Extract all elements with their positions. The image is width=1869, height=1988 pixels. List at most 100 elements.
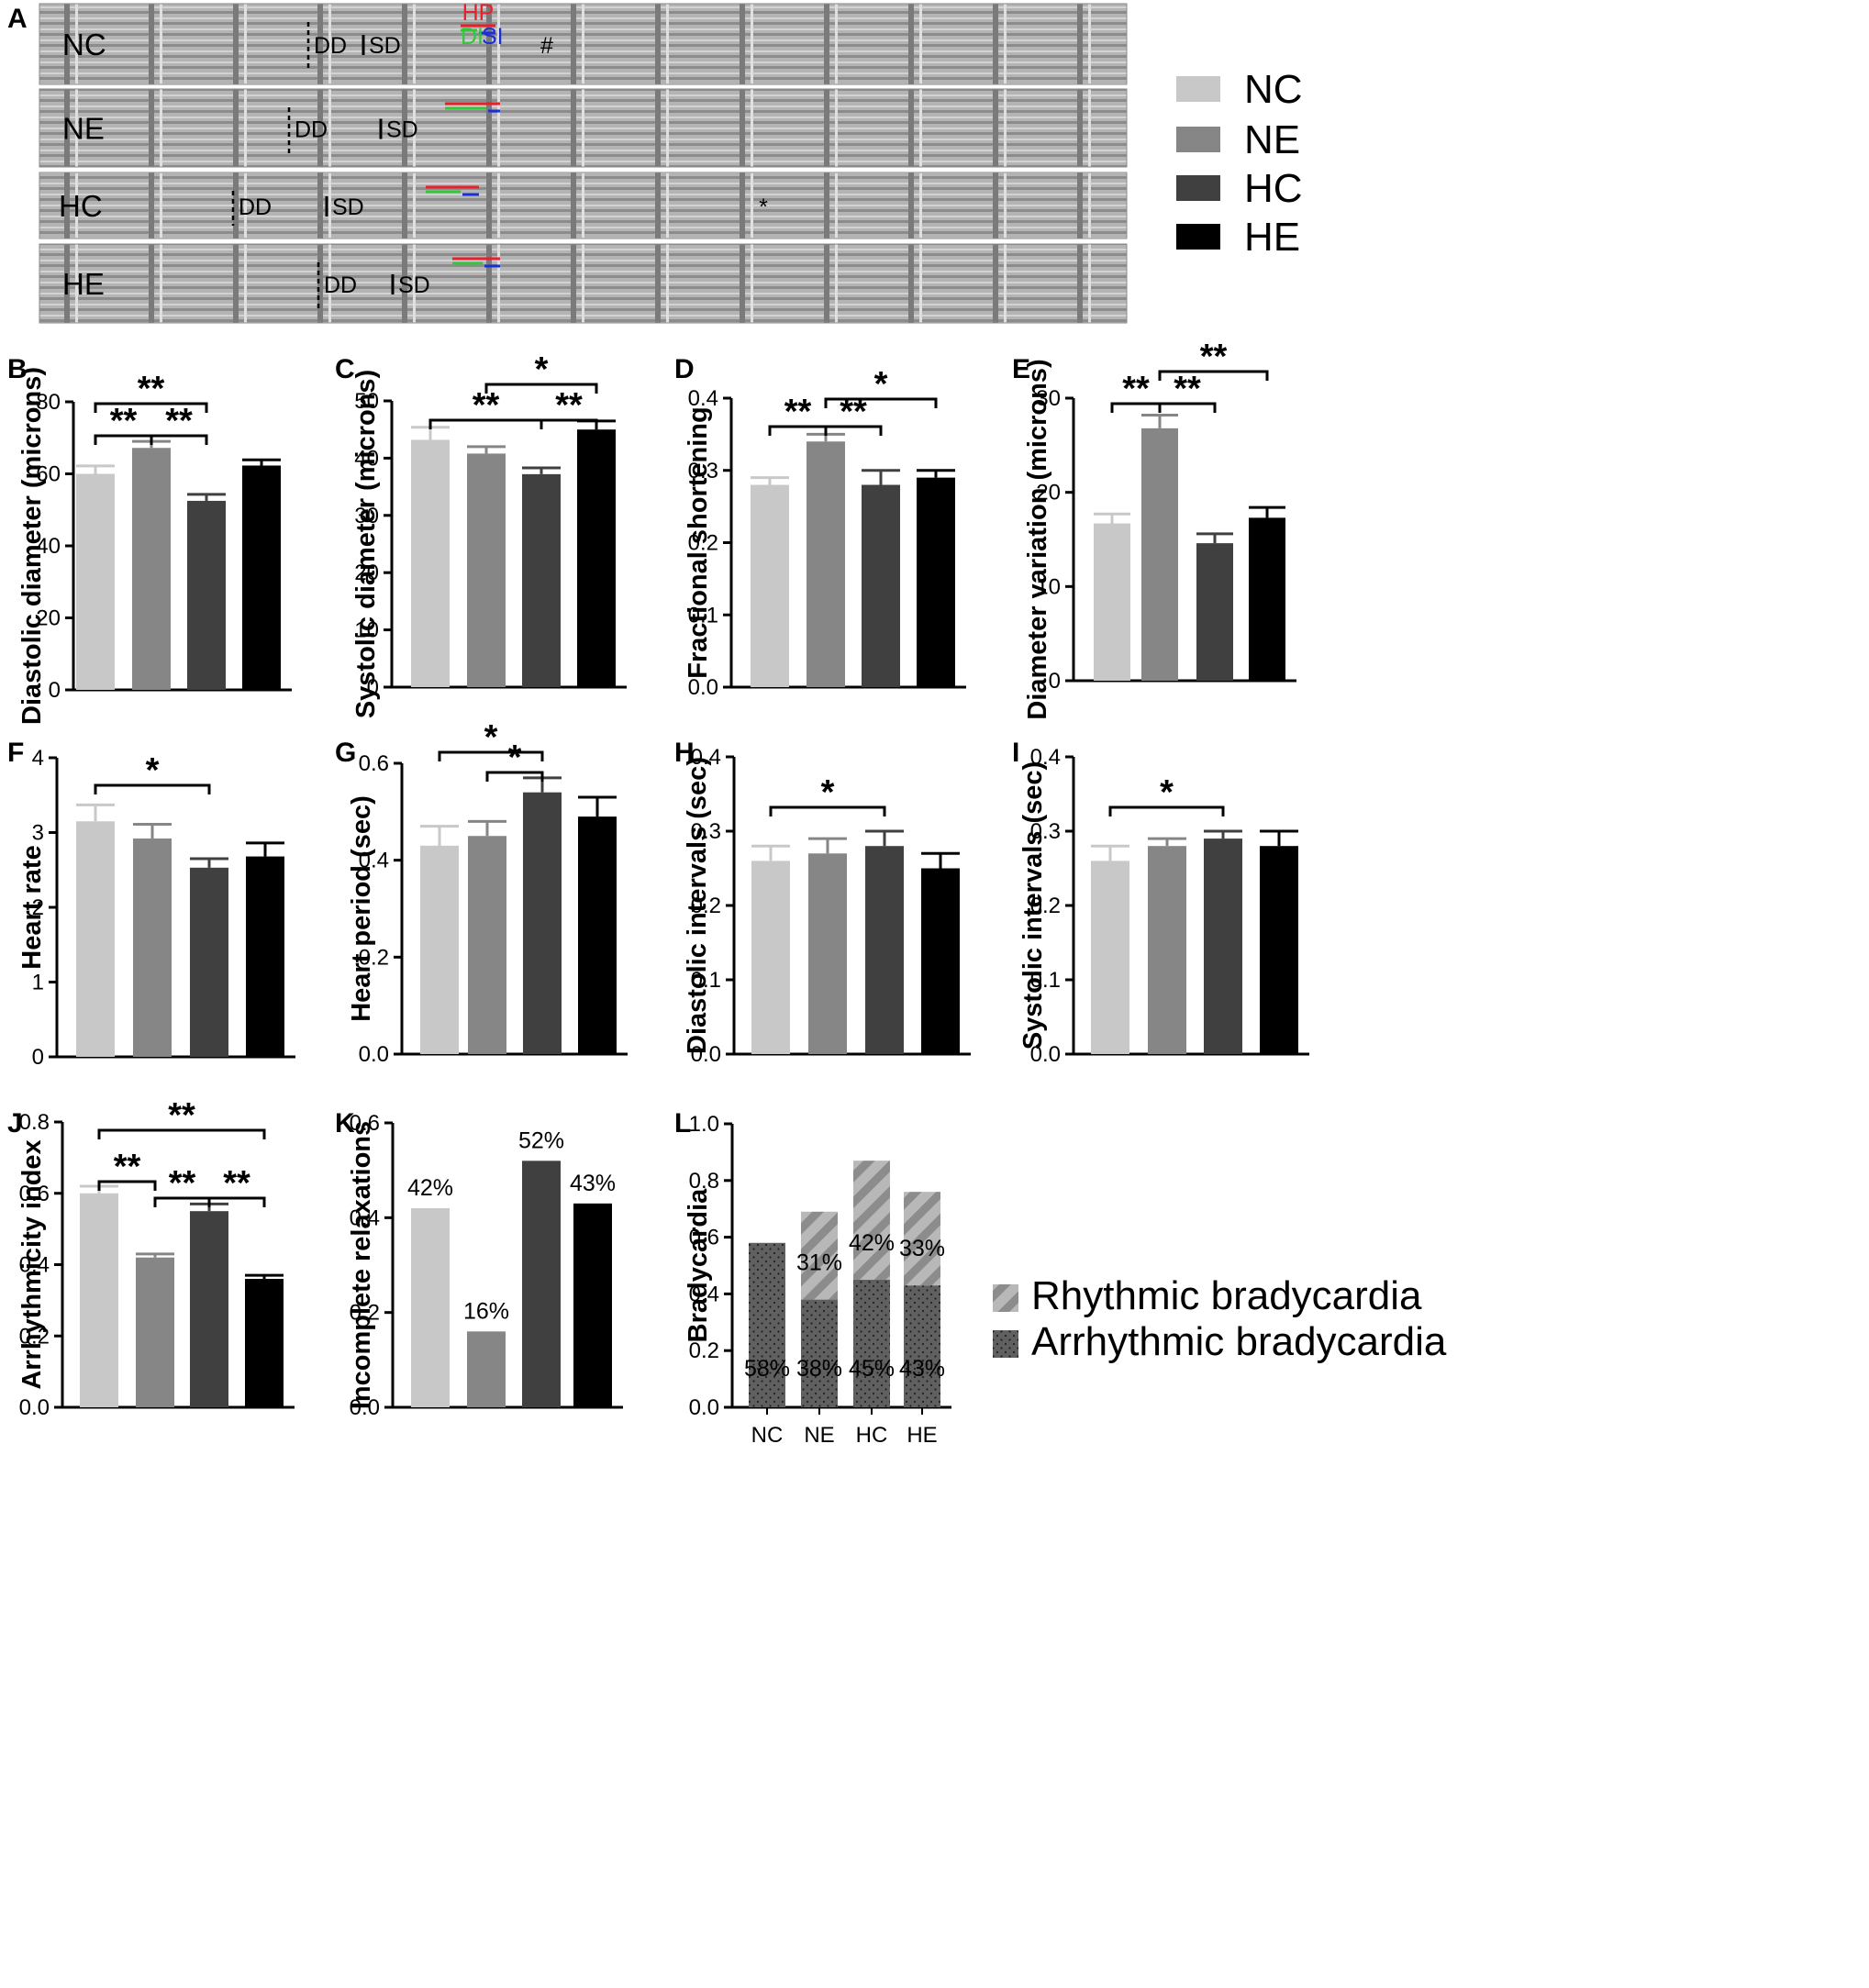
y-tick-label: 0.4 [19,1253,50,1278]
hp-label: HP [462,0,495,26]
significance-label: ** [165,402,193,440]
data-label: 45% [849,1356,895,1382]
data-label: 43% [570,1171,616,1196]
sd-label: SD [369,33,401,59]
y-tick-label: 40 [36,534,61,559]
x-tick-label: NE [804,1423,834,1448]
bar-hc [190,1211,228,1407]
y-tick-label: 0.2 [359,945,389,970]
chart-panel-j: J 0.0 0.2 0.4 0.6 0.8 Arrhythmicity index ** ** *… [7,1096,295,1420]
significance-bracket [1108,805,1225,816]
dd-label: DD [295,117,328,143]
sd-label: SD [386,117,418,143]
annotation-mark: # [540,33,553,59]
significance-label: * [821,773,835,812]
data-label: 58% [744,1356,790,1382]
significance-bracket [540,418,598,429]
kymograph-trace: NE DD SD [39,88,1128,168]
kymograph-border [39,88,1128,168]
y-tick-label: 30 [354,504,379,528]
x-tick-label: HE [907,1423,937,1448]
kymograph-trace: HE DD SD [39,243,1128,324]
bar-ne [136,1257,174,1407]
y-tick-label: 0.2 [350,1301,380,1326]
bar-arrhythmic-nc [749,1242,785,1407]
significance-bracket [824,397,938,408]
significance-bracket [97,1180,157,1191]
kymograph-band [39,172,1127,239]
y-tick-label: 0.0 [19,1395,50,1420]
y-tick-label: 0 [49,678,61,703]
significance-label: ** [840,393,867,431]
y-tick-label: 0.1 [691,968,721,993]
bar-arrhythmic-hc [853,1279,890,1407]
bar-arrhythmic-ne [801,1299,838,1407]
bar-rhythmic-he [904,1192,940,1286]
bar-nc [76,473,115,690]
panel-letter: F [7,738,24,768]
bar-he [921,868,960,1054]
data-label: 42% [407,1175,453,1201]
bar-ne [808,853,847,1054]
y-tick-label: 0.0 [1030,1042,1061,1067]
panel-letter: J [7,1108,23,1138]
chart-panel-g: G 0.0 0.2 0.4 0.6 Heart period (sec) * * [335,718,628,1067]
legend-label: HC [1244,166,1303,211]
y-tick-label: 0.3 [691,819,721,844]
legend-label: Arrhythmic bradycardia [1031,1319,1447,1364]
y-tick-label: 0.2 [19,1324,50,1349]
y-tick-label: 0 [367,675,379,700]
y-axis-title: Heart rate [17,845,47,969]
panel-letter: H [674,738,695,768]
y-axis-title: Diameter variation (microns) [1023,359,1052,719]
dd-label: DD [239,194,272,220]
y-axis-title: Systolic diameter (microns) [351,370,381,718]
annotation-mark: * [759,194,768,220]
y-tick-label: 0.4 [350,1205,380,1230]
significance-label: ** [169,1164,196,1203]
y-axis-title: Fractional shortening [684,406,713,678]
y-tick-label: 0.2 [689,1338,719,1363]
kymograph-band [39,4,1127,84]
y-tick-label: 0.6 [689,1226,719,1250]
y-axis-title: Arrhythmicity index [17,1139,47,1389]
data-label: 42% [849,1230,895,1256]
y-tick-label: 0.4 [1030,745,1061,770]
significance-bracket [438,750,544,761]
significance-label: * [508,739,522,777]
bar-ne [467,453,506,687]
legend-swatch [1176,127,1220,152]
y-tick-label: 4 [32,746,44,771]
bar-he [573,1203,612,1407]
significance-label: ** [168,1096,195,1135]
y-tick-label: 20 [36,606,61,631]
significance-bracket [1158,402,1217,413]
legend-swatch [1176,76,1220,102]
legend-label: HE [1244,215,1300,260]
y-tick-label: 0.6 [19,1182,50,1206]
legend-label: NC [1244,67,1303,112]
significance-bracket [769,805,886,816]
significance-bracket [97,1128,266,1139]
significance-bracket [485,771,544,782]
y-tick-label: 0.4 [689,1282,719,1306]
y-tick-label: 10 [1036,574,1061,599]
bar-arrhythmic-he [904,1285,940,1407]
y-tick-label: 0.1 [1030,968,1061,993]
y-tick-label: 0.2 [691,894,721,918]
data-label: 52% [518,1127,564,1153]
significance-label: ** [1174,370,1201,408]
kymograph-border [39,3,1128,85]
y-tick-label: 0.0 [350,1395,380,1420]
legend-swatch-arrhythmic [993,1330,1018,1358]
bar-ne [1141,428,1178,681]
y-tick-label: 0.3 [1030,819,1061,844]
significance-bracket [207,1196,266,1207]
chart-panel-f: F 0 1 2 3 4 Heart rate * [7,738,295,1070]
